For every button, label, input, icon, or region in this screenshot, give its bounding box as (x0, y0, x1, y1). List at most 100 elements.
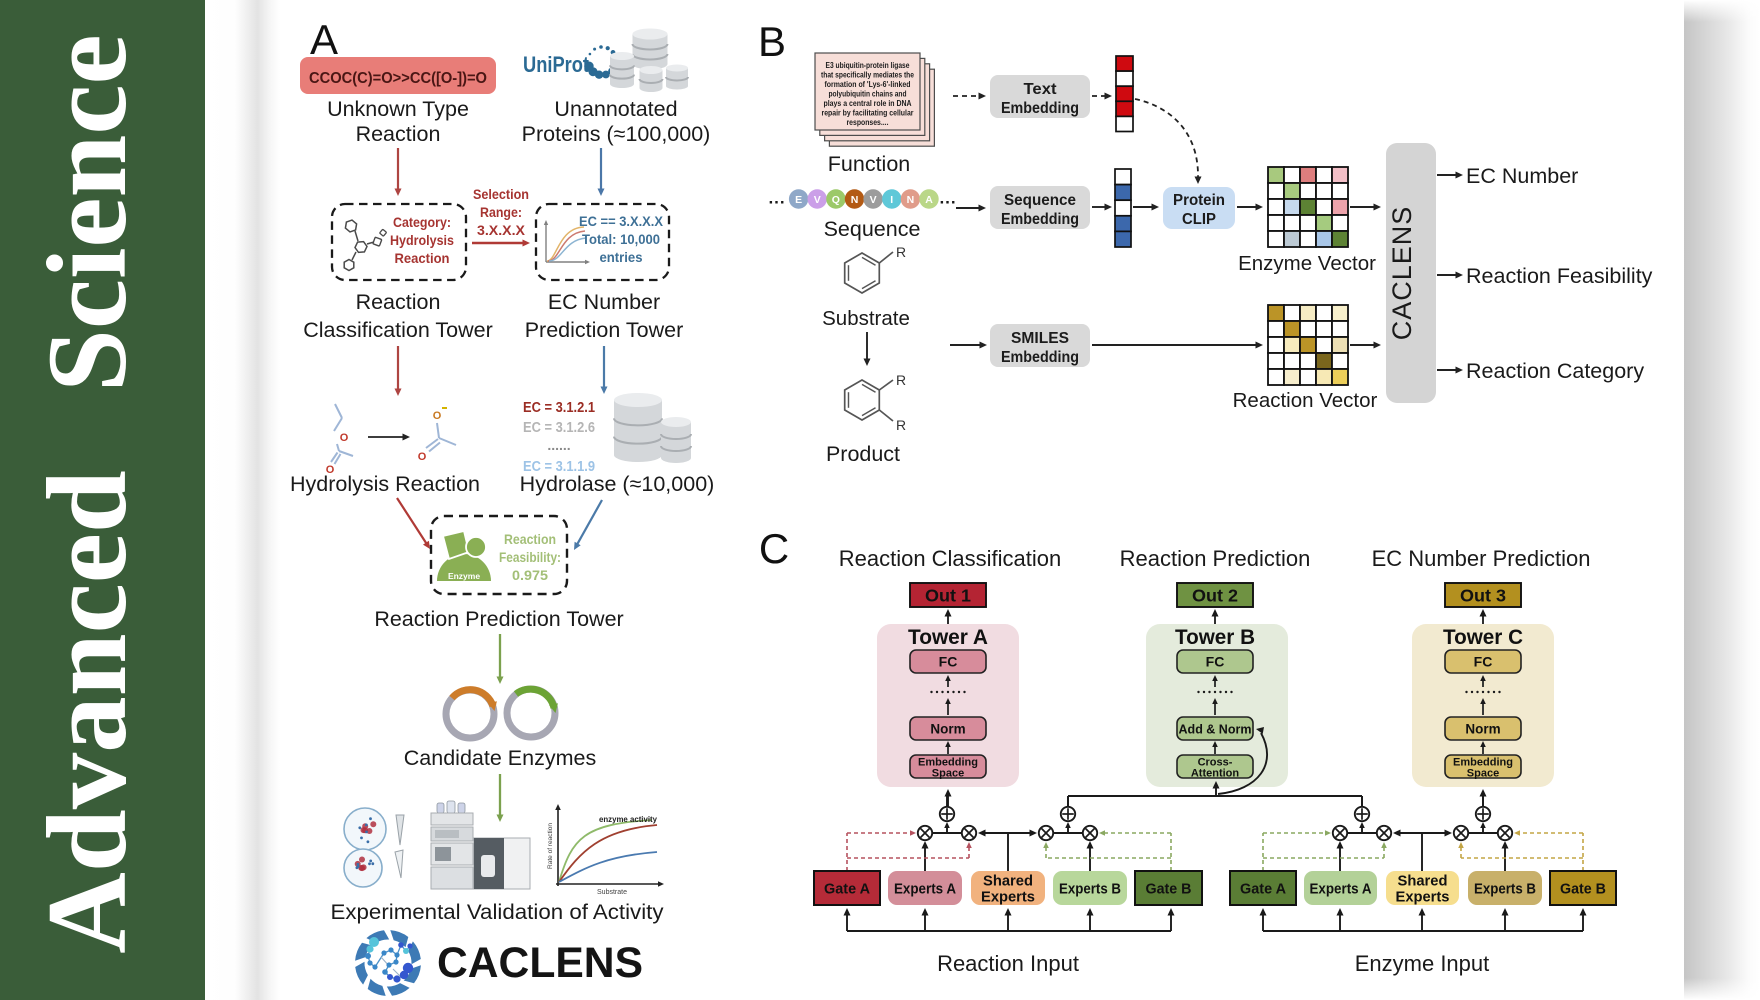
svg-text:Reaction Prediction Tower: Reaction Prediction Tower (374, 607, 623, 631)
svg-text:A: A (310, 16, 338, 63)
svg-text:Candidate Enzymes: Candidate Enzymes (404, 746, 596, 770)
svg-text:B: B (758, 18, 786, 65)
svg-text:Shared: Shared (1398, 874, 1448, 890)
svg-text:Attention: Attention (1191, 768, 1240, 780)
svg-text:Embedding: Embedding (1453, 757, 1513, 769)
svg-text:···: ··· (769, 193, 786, 212)
svg-text:Experts: Experts (981, 890, 1035, 906)
svg-text:plays a central role in DNA: plays a central role in DNA (824, 98, 912, 108)
svg-text:C: C (759, 525, 789, 572)
svg-text:enzyme activity: enzyme activity (599, 815, 658, 824)
svg-text:Classification Tower: Classification Tower (303, 318, 493, 342)
svg-text:E: E (795, 194, 802, 206)
svg-text:UniProt: UniProt (523, 52, 590, 77)
svg-text:A: A (925, 194, 933, 206)
svg-text:Function: Function (828, 152, 910, 176)
svg-text:Prediction Tower: Prediction Tower (525, 318, 684, 342)
svg-text:repair by facilitating cellula: repair by facilitating cellular (822, 108, 915, 118)
svg-text:Unknown Type: Unknown Type (327, 97, 469, 121)
svg-text:Category:: Category: (393, 214, 451, 230)
svg-text:Text: Text (1024, 81, 1058, 98)
svg-text:Embedding: Embedding (918, 757, 978, 769)
svg-text:Tower C: Tower C (1443, 625, 1523, 649)
svg-text:N: N (907, 194, 915, 206)
svg-text:formation of 'Lys-6'-linked: formation of 'Lys-6'-linked (825, 79, 911, 89)
svg-text:Reaction Prediction: Reaction Prediction (1120, 546, 1311, 571)
svg-text:Shared: Shared (983, 874, 1033, 890)
svg-text:Out 2: Out 2 (1192, 586, 1238, 606)
svg-text:Embedding: Embedding (1001, 349, 1079, 366)
svg-text:Proteins (≈100,000): Proteins (≈100,000) (522, 122, 711, 146)
svg-text:Add & Norm: Add & Norm (1179, 723, 1252, 737)
svg-text:Sequence: Sequence (824, 217, 921, 241)
svg-text:Reaction Classification: Reaction Classification (839, 546, 1062, 571)
svg-text:Reaction Feasibility: Reaction Feasibility (1466, 264, 1653, 288)
svg-text:Out 3: Out 3 (1460, 586, 1506, 606)
svg-text:Experts B: Experts B (1474, 882, 1536, 898)
svg-text:Gate A: Gate A (824, 882, 871, 898)
svg-text:R: R (896, 372, 906, 388)
svg-text:R: R (896, 244, 906, 260)
svg-text:that specifically mediates the: that specifically mediates the (821, 70, 914, 80)
svg-text:Reaction Category: Reaction Category (1466, 359, 1644, 383)
svg-text:Reaction: Reaction (356, 290, 441, 314)
svg-text:FC: FC (1206, 654, 1225, 670)
svg-text:O: O (418, 451, 427, 463)
svg-text:CACLENS: CACLENS (1387, 206, 1417, 341)
svg-text:Tower B: Tower B (1175, 625, 1255, 649)
svg-text:Gate B: Gate B (1146, 882, 1192, 898)
svg-text:Experts B: Experts B (1059, 882, 1121, 898)
svg-text:Out 1: Out 1 (925, 586, 971, 606)
svg-text:EC = 3.1.1.9: EC = 3.1.1.9 (523, 459, 595, 475)
svg-text:Gate A: Gate A (1240, 882, 1287, 898)
svg-text:EC Number: EC Number (548, 290, 660, 314)
svg-text:Product: Product (826, 442, 900, 466)
svg-text:Gate B: Gate B (1560, 882, 1606, 898)
svg-text:FC: FC (939, 654, 958, 670)
svg-text:R: R (896, 417, 906, 433)
svg-text:N: N (851, 194, 859, 206)
svg-text:Space: Space (1467, 768, 1499, 780)
svg-text:V: V (870, 194, 877, 206)
svg-text:Enzyme Vector: Enzyme Vector (1238, 252, 1376, 275)
svg-text:entries: entries (600, 249, 643, 265)
svg-text:Reaction: Reaction (356, 122, 441, 146)
svg-text:Rate of reaction: Rate of reaction (547, 823, 554, 869)
svg-text:Tower A: Tower A (908, 625, 988, 649)
svg-text:O: O (433, 410, 442, 422)
svg-text:Embedding: Embedding (1001, 211, 1079, 228)
svg-text:V: V (814, 194, 821, 206)
svg-text:Substrate: Substrate (597, 889, 627, 896)
svg-text:EC Number: EC Number (1466, 164, 1578, 188)
svg-text:Cross-: Cross- (1198, 757, 1233, 769)
svg-text:EC = 3.1.2.1: EC = 3.1.2.1 (523, 400, 595, 416)
svg-text:Hydrolysis: Hydrolysis (390, 232, 454, 248)
svg-text:EC = 3.1.2.6: EC = 3.1.2.6 (523, 420, 595, 436)
svg-text:Q: Q (832, 194, 840, 206)
svg-text:polyubiquitin chains and: polyubiquitin chains and (829, 89, 907, 99)
svg-text:Enzyme: Enzyme (448, 571, 480, 581)
svg-text:Reaction Input: Reaction Input (937, 951, 1079, 976)
svg-text:Hydrolysis Reaction: Hydrolysis Reaction (290, 472, 480, 496)
svg-text:Enzyme Input: Enzyme Input (1355, 951, 1490, 976)
svg-text:I: I (890, 194, 893, 206)
svg-text:CLIP: CLIP (1182, 211, 1216, 228)
svg-text:......: ...... (547, 437, 570, 453)
svg-text:Total: 10,000: Total: 10,000 (582, 231, 660, 247)
svg-text:Norm: Norm (930, 722, 965, 737)
svg-text:Substrate: Substrate (822, 307, 910, 330)
svg-text:Feasibility:: Feasibility: (499, 549, 561, 565)
svg-text:Selection: Selection (473, 186, 529, 202)
svg-text:O: O (340, 432, 349, 444)
svg-text:Range:: Range: (480, 204, 522, 220)
svg-text:Experts A: Experts A (1310, 882, 1372, 898)
svg-text:EC Number Prediction: EC Number Prediction (1372, 546, 1591, 571)
svg-text:O: O (326, 464, 335, 476)
svg-text:Reaction: Reaction (504, 531, 556, 547)
svg-text:Reaction: Reaction (395, 250, 450, 266)
svg-text:FC: FC (1474, 654, 1493, 670)
svg-text:Space: Space (932, 768, 964, 780)
svg-text:SMILES: SMILES (1011, 330, 1069, 347)
svg-text:Norm: Norm (1465, 722, 1500, 737)
svg-text:Protein: Protein (1173, 192, 1225, 209)
